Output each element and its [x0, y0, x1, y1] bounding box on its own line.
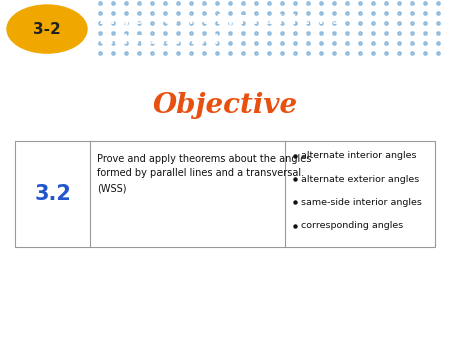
Text: 3.2: 3.2: [34, 184, 71, 204]
Text: corresponding angles: corresponding angles: [301, 221, 403, 230]
Text: and Transversals: and Transversals: [100, 33, 227, 47]
Text: Angles Formed by Parallel Lines: Angles Formed by Parallel Lines: [100, 14, 340, 27]
Text: Prove and apply theorems about the angles
formed by parallel lines and a transve: Prove and apply theorems about the angle…: [97, 153, 311, 193]
Text: alternate exterior angles: alternate exterior angles: [301, 174, 419, 184]
Text: 3-2: 3-2: [33, 22, 61, 37]
Bar: [15, 141, 435, 247]
Text: Objective: Objective: [153, 92, 297, 119]
Ellipse shape: [7, 5, 87, 53]
Text: Holt Geometry: Holt Geometry: [8, 321, 82, 330]
Text: alternate interior angles: alternate interior angles: [301, 151, 417, 160]
Text: Copyright © by Holt, Rinehart and Winston. All Rights Reserved.: Copyright © by Holt, Rinehart and Winsto…: [217, 322, 442, 329]
Text: same-side interior angles: same-side interior angles: [301, 198, 422, 207]
